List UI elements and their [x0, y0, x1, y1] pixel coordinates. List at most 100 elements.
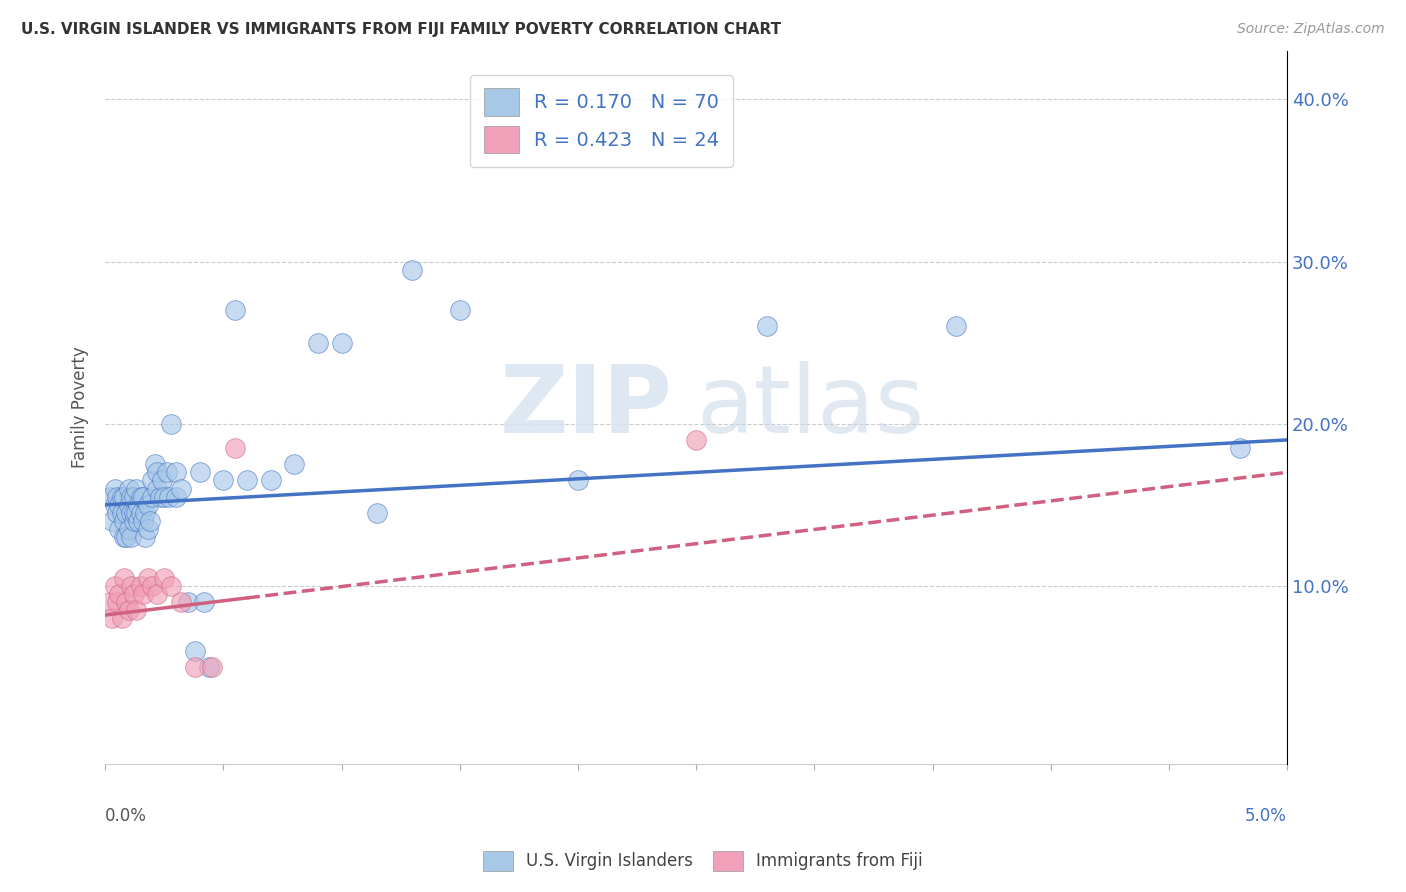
Point: [153, 571, 176, 585]
Point: [122, 587, 145, 601]
Point: [685, 433, 707, 447]
Point: [129, 506, 152, 520]
Point: [120, 490, 142, 504]
Point: [283, 457, 305, 471]
Point: [146, 482, 169, 496]
Point: [112, 571, 135, 585]
Point: [1229, 441, 1251, 455]
Point: [129, 490, 152, 504]
Point: [127, 498, 149, 512]
Point: [120, 506, 142, 520]
Point: [111, 506, 134, 520]
Point: [115, 506, 138, 520]
Point: [98, 490, 121, 504]
Point: [105, 506, 128, 520]
Point: [122, 490, 145, 504]
Text: U.S. VIRGIN ISLANDER VS IMMIGRANTS FROM FIJI FAMILY POVERTY CORRELATION CHART: U.S. VIRGIN ISLANDER VS IMMIGRANTS FROM …: [21, 22, 782, 37]
Point: [141, 474, 163, 488]
Text: 5.0%: 5.0%: [1246, 807, 1286, 825]
Point: [136, 522, 159, 536]
Point: [160, 579, 183, 593]
Point: [567, 474, 589, 488]
Point: [401, 262, 423, 277]
Point: [108, 498, 131, 512]
Point: [184, 644, 207, 658]
Point: [224, 303, 246, 318]
Point: [136, 571, 159, 585]
Point: [146, 587, 169, 601]
Point: [366, 506, 388, 520]
Point: [170, 482, 193, 496]
Point: [115, 530, 138, 544]
Point: [125, 506, 148, 520]
Point: [118, 482, 141, 496]
Point: [129, 579, 152, 593]
Point: [122, 514, 145, 528]
Point: [156, 466, 179, 480]
Point: [134, 530, 156, 544]
Point: [307, 335, 329, 350]
Point: [224, 441, 246, 455]
Point: [236, 474, 259, 488]
Point: [330, 335, 353, 350]
Point: [118, 603, 141, 617]
Point: [120, 530, 142, 544]
Point: [193, 595, 215, 609]
Point: [177, 595, 200, 609]
Point: [104, 579, 127, 593]
Point: [160, 417, 183, 431]
Point: [104, 482, 127, 496]
Point: [134, 506, 156, 520]
Point: [112, 490, 135, 504]
Point: [212, 474, 235, 488]
Point: [111, 490, 134, 504]
Point: [125, 482, 148, 496]
Point: [132, 587, 155, 601]
Legend: U.S. Virgin Islanders, Immigrants from Fiji: U.S. Virgin Islanders, Immigrants from F…: [475, 842, 931, 880]
Point: [756, 319, 779, 334]
Point: [139, 514, 162, 528]
Point: [108, 587, 131, 601]
Point: [141, 490, 163, 504]
Point: [125, 603, 148, 617]
Point: [122, 506, 145, 520]
Point: [449, 303, 471, 318]
Point: [188, 466, 211, 480]
Text: 0.0%: 0.0%: [105, 807, 148, 825]
Legend: R = 0.170   N = 70, R = 0.423   N = 24: R = 0.170 N = 70, R = 0.423 N = 24: [470, 75, 733, 167]
Point: [198, 660, 221, 674]
Point: [170, 595, 193, 609]
Point: [148, 490, 170, 504]
Point: [120, 579, 142, 593]
Point: [132, 490, 155, 504]
Point: [157, 490, 180, 504]
Y-axis label: Family Poverty: Family Poverty: [72, 347, 89, 468]
Text: atlas: atlas: [696, 361, 924, 453]
Point: [112, 514, 135, 528]
Point: [945, 319, 967, 334]
Point: [165, 466, 187, 480]
Point: [118, 522, 141, 536]
Point: [108, 522, 131, 536]
Point: [105, 595, 128, 609]
Point: [146, 466, 169, 480]
Point: [260, 474, 283, 488]
Text: Source: ZipAtlas.com: Source: ZipAtlas.com: [1237, 22, 1385, 37]
Point: [98, 595, 121, 609]
Point: [150, 474, 173, 488]
Text: ZIP: ZIP: [499, 361, 672, 453]
Point: [136, 498, 159, 512]
Point: [153, 490, 176, 504]
Point: [115, 595, 138, 609]
Point: [132, 514, 155, 528]
Point: [112, 530, 135, 544]
Point: [101, 514, 124, 528]
Point: [165, 490, 187, 504]
Point: [143, 457, 166, 471]
Point: [101, 611, 124, 625]
Point: [184, 660, 207, 674]
Point: [111, 611, 134, 625]
Point: [141, 579, 163, 593]
Point: [118, 498, 141, 512]
Point: [104, 498, 127, 512]
